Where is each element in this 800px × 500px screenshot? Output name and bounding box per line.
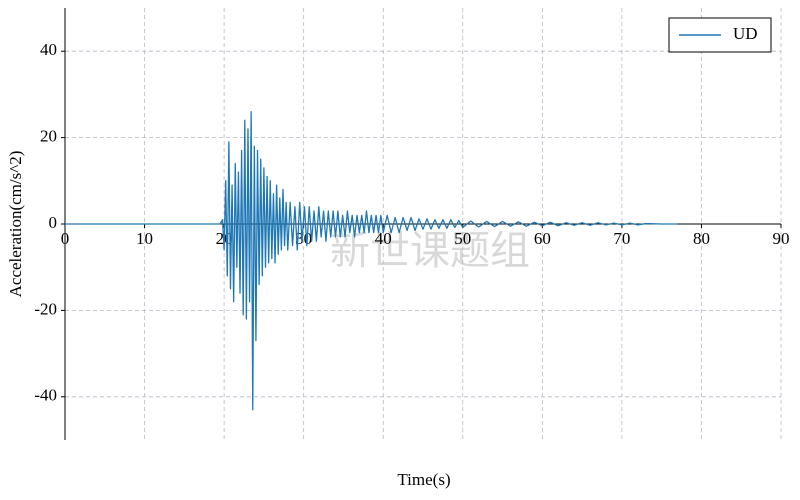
- x-tick-label: 60: [534, 229, 551, 248]
- y-axis-label: Acceleration(cm/s^2): [6, 151, 25, 298]
- x-tick-label: 40: [375, 229, 392, 248]
- x-tick-label: 90: [773, 229, 790, 248]
- data-line: [65, 111, 678, 411]
- x-tick-label: 70: [613, 229, 630, 248]
- y-tick-label: 20: [40, 127, 57, 146]
- x-tick-label: 10: [136, 229, 153, 248]
- y-tick-label: 40: [40, 40, 57, 59]
- x-tick-label: 80: [693, 229, 710, 248]
- x-axis-label: Time(s): [397, 470, 450, 489]
- y-tick-label: -40: [34, 386, 57, 405]
- x-tick-label: 50: [454, 229, 471, 248]
- legend-label: UD: [733, 24, 758, 43]
- watermark: 新世课题组: [330, 228, 530, 273]
- y-tick-label: -20: [34, 299, 57, 318]
- y-tick-label: 0: [49, 213, 58, 232]
